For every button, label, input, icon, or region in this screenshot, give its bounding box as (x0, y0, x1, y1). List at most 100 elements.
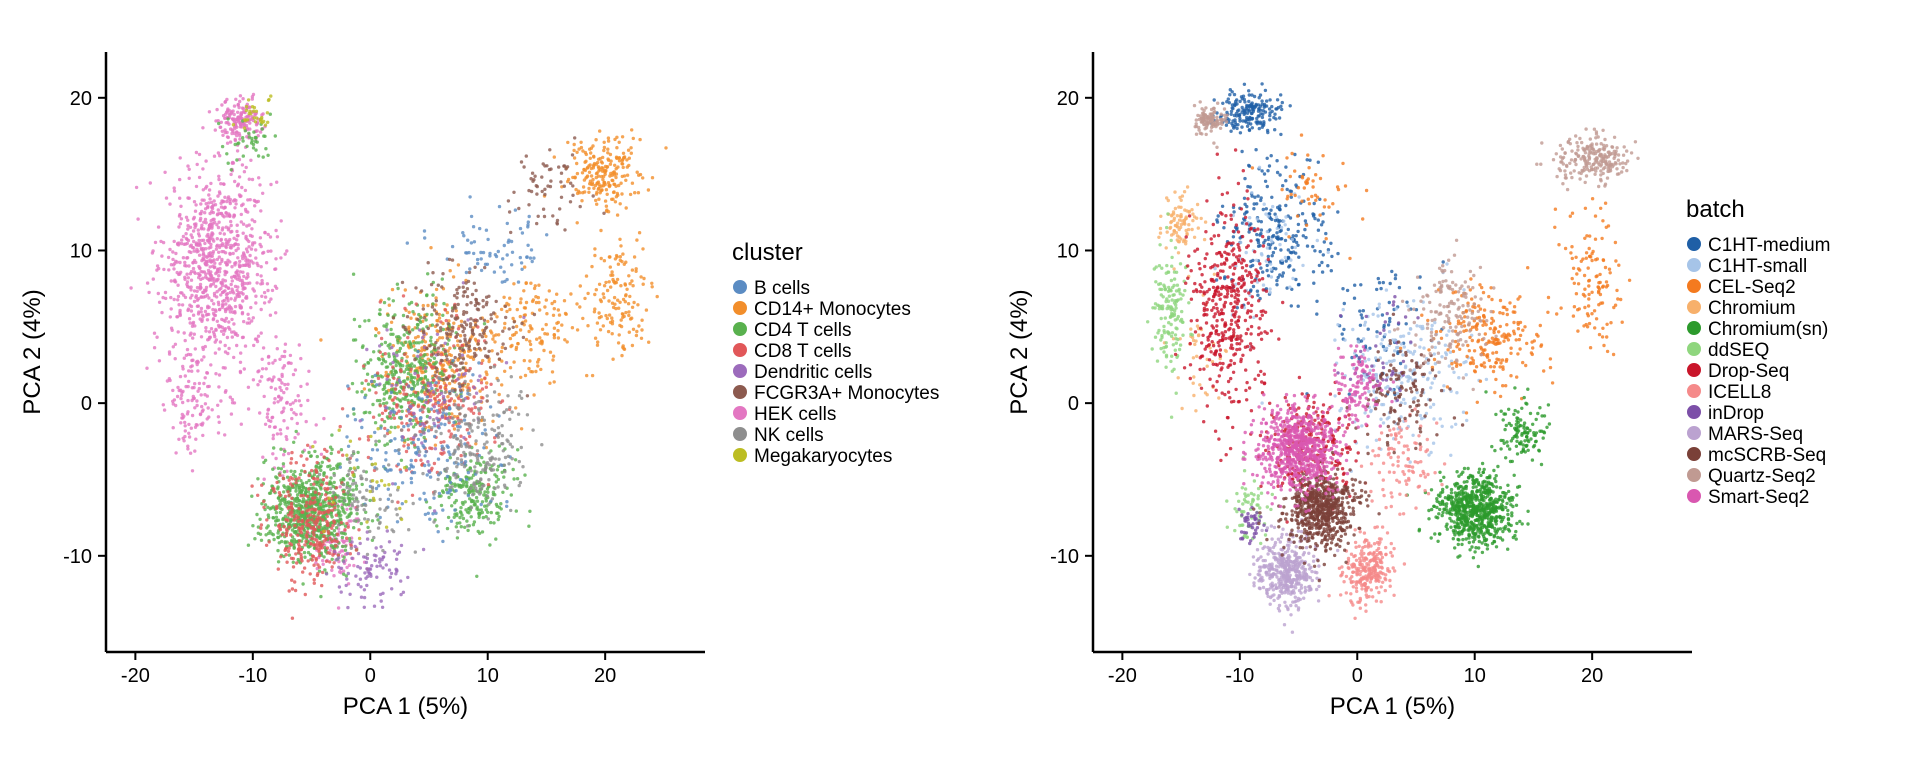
data-point (365, 347, 369, 352)
data-point (389, 425, 393, 429)
data-point (307, 473, 311, 478)
data-point (221, 366, 225, 370)
data-point (590, 373, 595, 378)
data-point (610, 301, 615, 305)
data-point (283, 342, 288, 346)
data-point (225, 335, 230, 340)
data-point (455, 521, 459, 525)
data-point (474, 391, 479, 395)
data-point (224, 316, 229, 321)
data-point (202, 381, 206, 386)
data-point (233, 138, 238, 143)
data-point (319, 468, 323, 473)
data-point (475, 505, 479, 509)
data-point (136, 217, 140, 221)
data-point (618, 300, 622, 304)
data-point (639, 336, 644, 340)
data-point (251, 316, 255, 320)
data-point (342, 531, 346, 536)
data-point (261, 155, 265, 159)
data-point (573, 136, 577, 140)
data-point (484, 341, 488, 345)
data-point (508, 442, 512, 446)
data-point (392, 549, 397, 553)
data-point (202, 227, 206, 231)
data-point (265, 282, 270, 286)
data-point (294, 477, 298, 481)
data-point (181, 234, 186, 239)
data-point (364, 560, 369, 565)
data-point (338, 465, 342, 469)
data-point (602, 145, 607, 150)
data-point (218, 154, 222, 158)
data-point (443, 308, 448, 312)
data-point (589, 174, 594, 178)
data-point (235, 333, 240, 338)
data-point (593, 247, 597, 251)
data-point (178, 156, 182, 160)
data-point (370, 564, 374, 568)
data-point (245, 261, 249, 265)
data-point (168, 315, 172, 319)
data-point (176, 283, 180, 287)
data-point (242, 252, 246, 256)
data-point (518, 301, 523, 305)
data-point (238, 264, 242, 269)
data-point (378, 560, 382, 564)
data-point (217, 420, 221, 424)
data-point (490, 497, 495, 501)
data-point (290, 507, 294, 511)
data-point (263, 231, 267, 235)
data-point (278, 473, 282, 477)
data-point (405, 364, 409, 368)
data-point (425, 346, 429, 351)
data-point (274, 523, 278, 527)
data-point (182, 331, 186, 335)
data-point (481, 396, 485, 400)
data-point (439, 431, 443, 436)
data-point (522, 315, 526, 320)
data-point (527, 188, 531, 193)
data-point (497, 514, 501, 519)
data-point (343, 544, 348, 548)
data-point (322, 471, 326, 475)
data-point (422, 445, 426, 449)
data-point (499, 265, 503, 269)
data-point (596, 174, 601, 178)
data-point (178, 308, 182, 313)
data-point (551, 313, 556, 317)
data-point (529, 369, 533, 374)
data-point (518, 255, 522, 260)
data-point (338, 550, 342, 555)
data-point (474, 439, 478, 443)
data-point (453, 355, 457, 360)
data-point (615, 277, 620, 282)
data-point (439, 326, 443, 330)
data-point (230, 330, 234, 334)
data-point (301, 497, 306, 501)
data-point (327, 458, 331, 463)
data-point (435, 394, 440, 399)
data-point (368, 410, 372, 415)
data-point (451, 379, 455, 383)
data-point (431, 302, 435, 306)
data-point (241, 231, 245, 235)
data-point (641, 247, 645, 251)
data-point (393, 437, 397, 441)
data-point (269, 385, 273, 390)
data-point (194, 243, 199, 247)
data-point (456, 302, 460, 307)
data-point (190, 469, 195, 473)
data-point (306, 398, 310, 403)
data-point (412, 354, 416, 358)
data-point (497, 444, 501, 448)
data-point (467, 369, 471, 373)
data-point (172, 297, 176, 302)
data-point (496, 435, 500, 439)
data-point (428, 446, 432, 450)
data-point (474, 442, 478, 446)
data-point (266, 513, 270, 517)
data-point (173, 357, 177, 361)
data-point (459, 484, 463, 488)
data-point (182, 356, 186, 360)
